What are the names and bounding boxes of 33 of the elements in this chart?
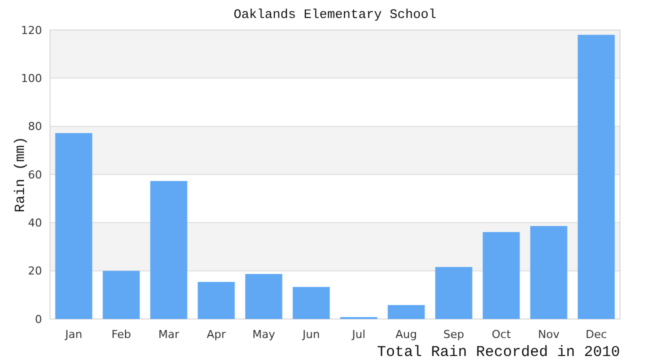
x-tick-label: Jun: [302, 328, 320, 341]
bar: [245, 274, 282, 319]
y-tick-label: 60: [28, 168, 42, 182]
y-tick-label: 20: [28, 264, 42, 278]
x-tick-label: Feb: [112, 328, 131, 341]
x-tick-label: Oct: [492, 328, 512, 341]
y-tick-label: 40: [28, 216, 42, 230]
bar: [292, 286, 330, 319]
x-axis-title: Total Rain Recorded in 2010: [376, 344, 620, 360]
y-tick-label: 100: [21, 72, 42, 86]
bar: [530, 226, 568, 319]
x-tick-label: Nov: [538, 328, 560, 341]
bar: [150, 181, 188, 319]
x-tick-label: Apr: [206, 328, 226, 341]
y-tick-label: 0: [35, 312, 42, 326]
x-tick-label: Jan: [64, 328, 82, 341]
x-tick-label: May: [252, 328, 276, 341]
bar: [102, 270, 140, 319]
x-tick-label: Aug: [396, 328, 417, 341]
x-tick-label: Dec: [586, 328, 607, 341]
y-axis-title: Rain (mm): [13, 136, 29, 212]
bar: [55, 133, 92, 319]
x-tick-label: Jul: [351, 328, 366, 341]
bar: [388, 305, 425, 319]
y-tick-label: 120: [21, 24, 42, 37]
bar: [578, 34, 615, 319]
chart-title: Oaklands Elementary School: [234, 7, 437, 22]
bar: [435, 266, 472, 319]
bar: [198, 282, 235, 319]
bar: [482, 232, 520, 319]
x-tick-label: Sep: [443, 328, 464, 341]
y-tick-label: 80: [28, 120, 42, 134]
x-tick-label: Mar: [158, 328, 180, 341]
